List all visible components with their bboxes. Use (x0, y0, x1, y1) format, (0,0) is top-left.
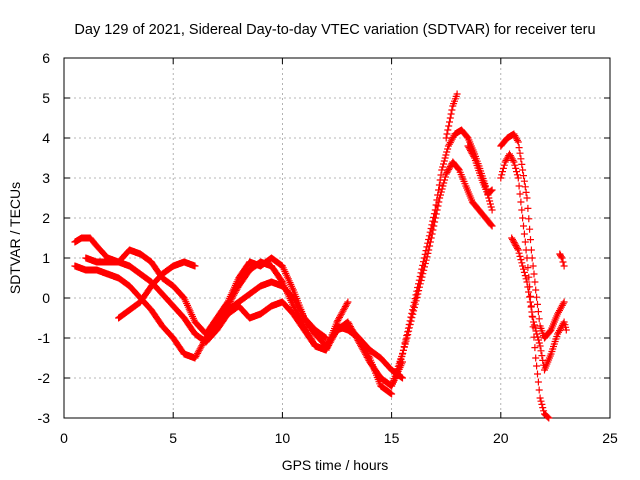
series-arc-f (333, 322, 406, 382)
data-point-markers (497, 130, 568, 342)
chart-title: Day 129 of 2021, Sidereal Day-to-day VTE… (74, 22, 595, 38)
x-tick-label: 20 (493, 430, 509, 446)
series-arc-l (497, 130, 568, 342)
x-axis-label: GPS time / hours (282, 457, 389, 473)
plot-frame (63, 57, 611, 419)
y-tick-label: -1 (38, 330, 51, 346)
x-tick-label: 0 (60, 430, 68, 446)
series-arc-d (115, 258, 199, 322)
x-tick-label: 10 (275, 430, 291, 446)
y-axis-label: SDTVAR / TECUs (7, 182, 23, 294)
x-tick-label: 5 (169, 430, 177, 446)
series-arc-h (392, 158, 496, 382)
y-tick-label: 6 (42, 50, 50, 66)
y-tick-label: 3 (42, 170, 50, 186)
x-tick-label: 25 (602, 430, 618, 446)
series-arc-i (442, 90, 461, 142)
y-tick-label: -2 (38, 370, 51, 386)
x-tick-label: 15 (384, 430, 400, 446)
y-tick-label: 1 (42, 250, 50, 266)
y-tick-label: 4 (42, 130, 50, 146)
data-point-markers (392, 158, 496, 382)
y-tick-label: -3 (38, 410, 51, 426)
data-point-markers (115, 258, 199, 322)
series-arc-j (464, 142, 496, 198)
data-points (71, 90, 570, 422)
series-arc-n (556, 250, 568, 270)
series-arc-k (497, 150, 553, 422)
data-point-markers (497, 150, 553, 422)
data-point-markers (333, 322, 406, 382)
axis-ticks: 0 5 10 15 20 25 -3 -2 -1 0 1 2 3 4 5 6 (38, 50, 618, 446)
data-point-markers (508, 234, 570, 374)
data-point-markers (442, 90, 461, 142)
data-point-markers (71, 234, 330, 342)
series-arc-m (508, 234, 570, 374)
data-point-markers (556, 250, 568, 270)
series-arc-a (71, 234, 330, 342)
y-tick-label: 2 (42, 210, 50, 226)
data-point-markers (464, 142, 496, 198)
y-tick-label: 5 (42, 90, 50, 106)
grid (64, 58, 610, 418)
y-tick-label: 0 (42, 290, 50, 306)
